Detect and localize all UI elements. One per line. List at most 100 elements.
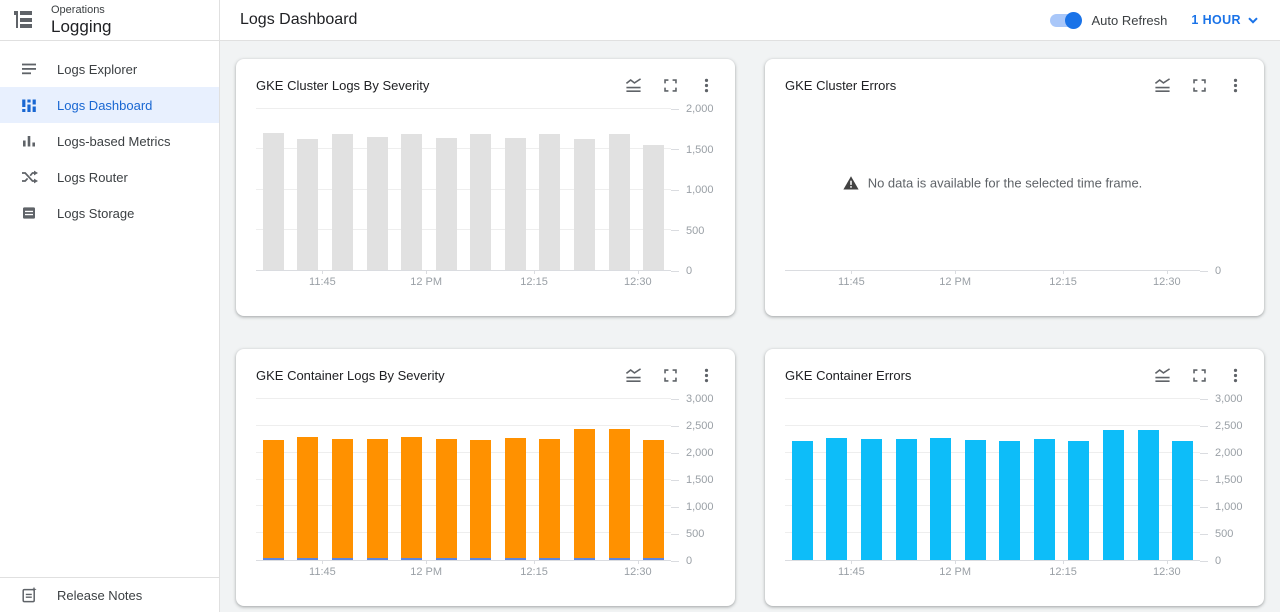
chart-area: No data is available for the selected ti… [785, 109, 1248, 291]
x-tick [955, 270, 957, 274]
bar[interactable] [366, 137, 388, 270]
sidebar-item-label: Logs Storage [57, 205, 135, 221]
x-axis-labels: 11:45 12 PM 12:15 12:30 [785, 271, 1200, 291]
bar[interactable] [1172, 440, 1194, 560]
bar[interactable] [331, 438, 353, 560]
fullscreen-icon[interactable] [662, 367, 679, 384]
y-tick [1200, 425, 1208, 427]
bar[interactable] [643, 440, 665, 560]
more-options-icon[interactable] [698, 367, 715, 384]
y-tick [671, 398, 679, 400]
sidebar-item-logs-based-metrics[interactable]: Logs-based Metrics [0, 123, 219, 159]
bar[interactable] [401, 133, 423, 270]
chart-type-icon[interactable] [624, 77, 643, 94]
bar[interactable] [643, 144, 665, 270]
chart-card: GKE Container Errors [765, 349, 1264, 606]
chart-type-icon[interactable] [1153, 77, 1172, 94]
chart-card-header: GKE Container Errors [765, 349, 1264, 384]
bars [785, 399, 1200, 560]
y-tick [1200, 398, 1208, 400]
sidebar-item-logs-router[interactable]: Logs Router [0, 159, 219, 195]
chart-actions [624, 367, 715, 384]
bar[interactable] [791, 440, 813, 560]
more-options-icon[interactable] [1227, 77, 1244, 94]
bar-segment-lower [297, 558, 319, 560]
gridline [256, 505, 671, 507]
dashboard-grid: GKE Cluster Logs By Severity [220, 41, 1280, 612]
x-tick-label: 12:15 [520, 566, 548, 578]
bar[interactable] [608, 133, 630, 270]
sidebar-item-logs-storage[interactable]: Logs Storage [0, 195, 219, 231]
bar[interactable] [262, 133, 284, 270]
sidebar-item-label: Logs Explorer [57, 61, 138, 77]
chart-card: GKE Cluster Logs By Severity [236, 59, 735, 316]
sidebar-spacer [0, 231, 219, 577]
time-range-dropdown[interactable]: 1 HOUR [1191, 13, 1258, 27]
bar[interactable] [1068, 441, 1090, 560]
bar[interactable] [1033, 438, 1055, 560]
bar[interactable] [470, 440, 492, 560]
bar[interactable] [573, 138, 595, 270]
fullscreen-icon[interactable] [662, 77, 679, 94]
bar-segment-lower [470, 558, 492, 560]
y-tick [671, 560, 679, 562]
bar[interactable] [895, 439, 917, 560]
bar[interactable] [297, 437, 319, 560]
bar-segment-lower [643, 558, 665, 560]
x-tick-label: 12:15 [520, 276, 548, 288]
bar[interactable] [1137, 429, 1159, 560]
release-notes-icon [20, 586, 38, 604]
bar[interactable] [573, 428, 595, 560]
more-options-icon[interactable] [1227, 367, 1244, 384]
bar[interactable] [608, 428, 630, 560]
bar-segment-upper [608, 428, 630, 559]
chart-title: GKE Container Errors [785, 368, 912, 383]
bar[interactable] [504, 438, 526, 560]
y-tick [671, 189, 679, 191]
chart-actions [1153, 77, 1244, 94]
x-tick [1063, 560, 1065, 564]
chart-card: GKE Container Logs By Severity [236, 349, 735, 606]
auto-refresh-toggle[interactable] [1050, 11, 1083, 29]
y-tick [671, 149, 679, 150]
bar[interactable] [470, 133, 492, 270]
x-tick-label: 12:30 [1153, 566, 1181, 578]
fullscreen-icon[interactable] [1191, 77, 1208, 94]
bar[interactable] [504, 137, 526, 270]
bar-segment-lower [366, 558, 388, 560]
bar[interactable] [999, 440, 1021, 560]
bar[interactable] [435, 138, 457, 270]
bar[interactable] [401, 437, 423, 560]
bar[interactable] [297, 138, 319, 270]
sidebar-item-logs-dashboard[interactable]: Logs Dashboard [0, 87, 219, 123]
bar[interactable] [539, 439, 561, 560]
x-tick [851, 270, 853, 274]
bar[interactable] [539, 133, 561, 270]
chart-type-icon[interactable] [624, 367, 643, 384]
fullscreen-icon[interactable] [1191, 367, 1208, 384]
bar-segment-errors [1102, 429, 1124, 560]
bar[interactable] [860, 439, 882, 560]
bar[interactable] [331, 133, 353, 270]
more-options-icon[interactable] [698, 77, 715, 94]
gridline [256, 451, 671, 453]
y-tick [671, 270, 679, 272]
y-tick [1200, 506, 1208, 508]
sidebar-item-release-notes[interactable]: Release Notes [0, 577, 219, 612]
bar-segment-lower [435, 558, 457, 560]
y-axis-labels: 0 500 1,000 1,500 2,000 2,500 3,000 [1200, 393, 1248, 567]
bar-segment-logs [504, 137, 526, 270]
y-tick-label: 0 [1200, 265, 1221, 277]
bar[interactable] [964, 439, 986, 560]
bar[interactable] [930, 437, 952, 560]
bar[interactable] [262, 440, 284, 560]
bar[interactable] [1102, 429, 1124, 560]
bar-segment-upper [262, 440, 284, 559]
bar[interactable] [826, 437, 848, 560]
chart-type-icon[interactable] [1153, 367, 1172, 384]
bar-segment-upper [435, 439, 457, 559]
bar[interactable] [435, 439, 457, 560]
time-range-value: 1 HOUR [1191, 13, 1241, 27]
bar[interactable] [366, 438, 388, 560]
sidebar-item-logs-explorer[interactable]: Logs Explorer [0, 51, 219, 87]
